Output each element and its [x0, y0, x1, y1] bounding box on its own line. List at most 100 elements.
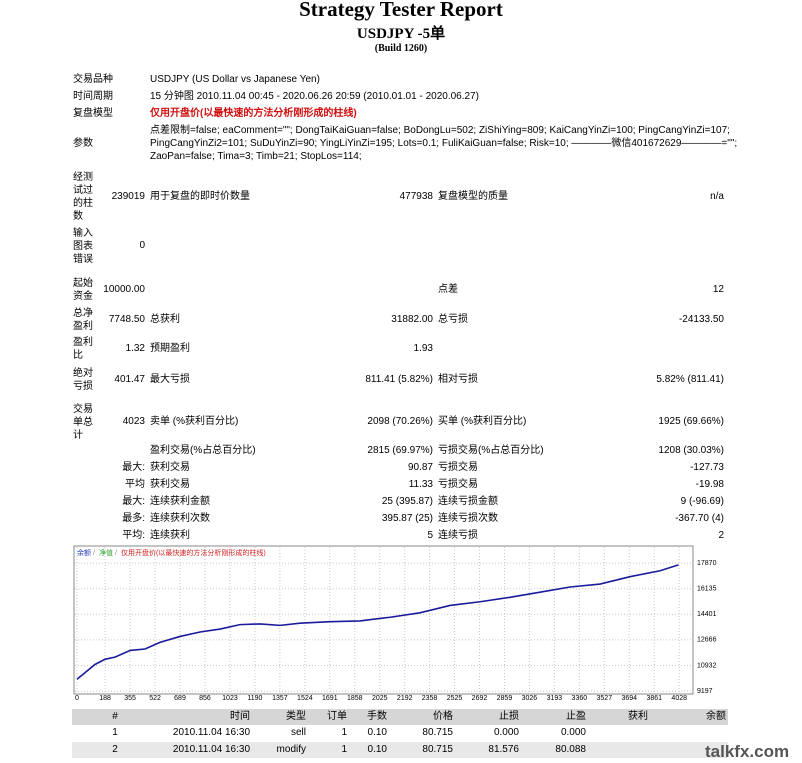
- table-header: 止盈: [566, 711, 586, 722]
- x-tick-label: 3026: [522, 695, 538, 702]
- table-cell: 80.715: [422, 744, 453, 755]
- info-value: 15 分钟图 2010.11.04 00:45 - 2020.06.26 20:…: [150, 91, 479, 102]
- table-cell: 1: [341, 727, 347, 738]
- table-header: 手数: [367, 711, 387, 722]
- table-cell: 81.576: [488, 744, 519, 755]
- stat-label: 连续获利金额: [150, 496, 210, 507]
- info-label: 时间周期: [73, 91, 113, 102]
- stat-value: 395.87 (25): [381, 513, 433, 524]
- stat-label: 相对亏损: [438, 374, 478, 385]
- x-tick-label: 1023: [222, 695, 238, 702]
- stat-value: 90.87: [407, 462, 433, 473]
- stat-value: 2: [718, 530, 724, 541]
- legend-separator: /: [93, 550, 95, 557]
- legend-entry: 仅用开盘价(以最快速的方法分析刚形成的柱线): [121, 548, 266, 557]
- x-tick-label: 2692: [472, 695, 488, 702]
- stat-value: -367.70 (4): [675, 513, 724, 524]
- stat-label: 总亏损: [438, 314, 468, 325]
- stat-label: 盈利比: [73, 337, 93, 361]
- stat-label: 亏损交易(%占总百分比): [438, 445, 544, 456]
- report-title: Strategy Tester Report: [299, 0, 503, 21]
- table-cell: 1: [112, 727, 118, 738]
- y-tick-label: 16135: [697, 586, 717, 593]
- stat-label: 连续亏损: [438, 530, 478, 541]
- chart-frame: [73, 545, 694, 695]
- table-header: 类型: [286, 711, 306, 722]
- stat-label: 获利交易: [150, 479, 190, 490]
- x-tick-label: 3694: [621, 695, 637, 702]
- stat-label: 起始资金: [73, 278, 93, 302]
- stat-value: 平均: [125, 479, 145, 490]
- x-tick-label: 1524: [297, 695, 313, 702]
- stat-value: 11.33: [408, 479, 433, 490]
- stat-label: 连续亏损金额: [438, 496, 498, 507]
- stat-value: 0: [139, 240, 145, 251]
- report-build: (Build 1260): [374, 43, 428, 54]
- table-header-bg: [72, 709, 728, 725]
- table-header: 价格: [433, 711, 453, 722]
- stat-label: 预期盈利: [150, 343, 190, 354]
- legend-separator: /: [115, 550, 117, 557]
- stat-label: 盈利交易(%占总百分比): [150, 445, 256, 456]
- stat-value: -19.98: [695, 479, 724, 490]
- x-tick-label: 2859: [497, 695, 513, 702]
- watermark: talkfx.com: [705, 742, 790, 761]
- balance-line: [76, 564, 679, 680]
- table-header: 获利: [628, 711, 648, 722]
- table-cell: 2010.11.04 16:30: [172, 744, 250, 755]
- table-cell: 0.10: [367, 727, 387, 738]
- table-cell: 0.000: [493, 727, 519, 738]
- param-line: 点差限制=false; eaComment=""; DongTaiKaiGuan…: [150, 125, 730, 136]
- x-tick-label: 1357: [272, 695, 288, 702]
- x-tick-label: 1190: [247, 695, 262, 702]
- x-tick-label: 689: [174, 695, 186, 702]
- table-cell: 80.715: [422, 727, 453, 738]
- stat-value: 7748.50: [108, 314, 145, 325]
- stat-value: 9 (-96.69): [680, 496, 724, 507]
- stat-label: 点差: [438, 284, 458, 295]
- info-label: 参数: [73, 138, 93, 149]
- info-value: USDJPY (US Dollar vs Japanese Yen): [150, 74, 320, 85]
- x-tick-label: 188: [99, 695, 111, 702]
- table-row-bg: [72, 742, 728, 758]
- legend-entry: 余额: [77, 548, 91, 557]
- x-tick-label: 2525: [447, 695, 463, 702]
- x-tick-label: 3861: [646, 695, 662, 702]
- stat-value: 2815 (69.97%): [367, 445, 433, 456]
- stat-value: 1208 (30.03%): [658, 445, 724, 456]
- y-tick-label: 12666: [697, 637, 717, 644]
- stat-value: -24133.50: [678, 314, 724, 325]
- stat-label: 绝对亏损: [73, 368, 93, 392]
- stat-value: 25 (395.87): [381, 496, 433, 507]
- stat-value: -127.73: [690, 462, 724, 473]
- stat-label: 亏损交易: [438, 479, 478, 490]
- y-tick-label: 10932: [697, 662, 717, 669]
- stat-label: 总净盈利: [73, 308, 93, 332]
- param-line: ZaoPan=false; Tima=3; Timb=21; StopLos=1…: [150, 151, 362, 162]
- stat-value: 最多:: [122, 513, 145, 524]
- stat-value: 811.41 (5.82%): [365, 374, 433, 385]
- stat-label: 买单 (%获利百分比): [438, 416, 527, 427]
- table-cell: sell: [290, 727, 306, 738]
- stat-value: n/a: [710, 191, 724, 202]
- stat-label: 连续获利: [150, 530, 190, 541]
- x-tick-label: 3360: [572, 695, 588, 702]
- stat-value: 最大:: [122, 496, 145, 507]
- x-tick-label: 2192: [397, 695, 413, 702]
- stat-value: 12: [712, 284, 724, 295]
- table-cell: 2: [112, 744, 118, 755]
- table-header: 止损: [499, 711, 519, 722]
- stat-value: 1925 (69.66%): [658, 416, 724, 427]
- stat-label: 用于复盘的即时价数量: [150, 191, 250, 202]
- x-tick-label: 3193: [547, 695, 563, 702]
- stat-value: 1.32: [125, 343, 145, 354]
- table-cell: modify: [276, 744, 306, 755]
- table-cell: 1: [341, 744, 347, 755]
- stat-label: 连续亏损次数: [438, 513, 498, 524]
- x-tick-label: 1691: [322, 695, 338, 702]
- table-cell: 2010.11.04 16:30: [172, 727, 250, 738]
- stat-label: 经测试过的柱数: [73, 172, 93, 222]
- info-label: 交易品种: [73, 74, 113, 85]
- stat-value: 477938: [399, 191, 433, 202]
